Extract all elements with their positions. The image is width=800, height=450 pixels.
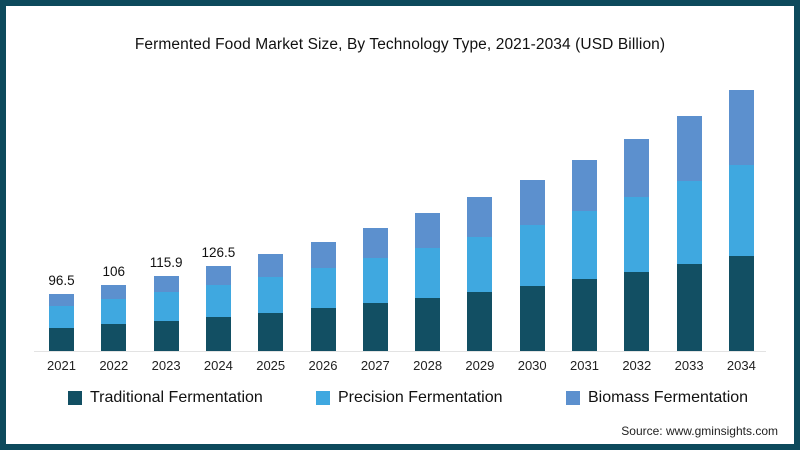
bar-segment-precision-2031 <box>572 211 597 280</box>
stacked-bar-2021 <box>49 294 74 351</box>
bar-segment-traditional-2024 <box>205 316 231 351</box>
bar-segment-precision-2032 <box>624 196 650 273</box>
bar-segment-traditional-2023 <box>153 320 179 351</box>
bar-segment-precision-2034 <box>728 164 754 257</box>
legend-label: Precision Fermentation <box>338 389 503 406</box>
bar-segment-traditional-2022 <box>101 324 127 351</box>
bar-segment-precision-2033 <box>676 181 702 265</box>
x-axis-line <box>34 351 766 352</box>
x-tick-2028: 2028 <box>413 358 443 373</box>
bar-segment-traditional-2034 <box>728 256 754 351</box>
stacked-bar-2025 <box>258 254 284 351</box>
stacked-bar-2023 <box>153 275 179 351</box>
legend-swatch-icon <box>566 391 580 405</box>
bar-segment-precision-2026 <box>310 268 336 309</box>
bar-segment-biomass-2034 <box>728 90 754 165</box>
bar-segment-biomass-2030 <box>519 179 545 225</box>
legend: Traditional Fermentation Precision Fermen… <box>6 389 794 409</box>
x-tick-2023: 2023 <box>151 358 181 373</box>
x-tick-2030: 2030 <box>517 358 547 373</box>
bar-segment-precision-2024 <box>205 285 231 317</box>
bar-segment-traditional-2029 <box>467 292 493 351</box>
legend-label: Traditional Fermentation <box>90 389 263 406</box>
stacked-bar-2034 <box>728 90 754 351</box>
bar-segment-biomass-2023 <box>153 275 179 293</box>
stacked-bar-2022 <box>101 285 127 351</box>
x-tick-2025: 2025 <box>256 358 286 373</box>
x-tick-2022: 2022 <box>99 358 129 373</box>
x-tick-2033: 2033 <box>674 358 704 373</box>
x-tick-2026: 2026 <box>308 358 338 373</box>
legend-item-traditional: Traditional Fermentation <box>68 389 263 407</box>
bar-segment-biomass-2021 <box>49 294 74 307</box>
stacked-bar-2026 <box>310 241 336 351</box>
bar-segment-biomass-2032 <box>624 138 650 197</box>
bar-segment-biomass-2029 <box>467 197 493 237</box>
chart-title: Fermented Food Market Size, By Technolog… <box>134 36 666 53</box>
data-label-2021: 96.5 <box>48 273 75 289</box>
x-tick-2032: 2032 <box>622 358 652 373</box>
bar-segment-traditional-2026 <box>310 308 336 351</box>
bar-segment-precision-2023 <box>153 292 179 321</box>
bar-segment-precision-2030 <box>519 224 545 287</box>
x-tick-2029: 2029 <box>465 358 495 373</box>
bar-segment-traditional-2033 <box>676 264 702 351</box>
bar-segment-biomass-2031 <box>572 160 597 212</box>
stacked-bar-2032 <box>624 138 650 351</box>
bar-segment-precision-2027 <box>362 258 388 304</box>
stacked-bar-2031 <box>572 160 597 351</box>
bar-segment-traditional-2031 <box>572 279 597 351</box>
legend-item-precision: Precision Fermentation <box>316 389 503 407</box>
bar-segment-traditional-2021 <box>49 327 74 351</box>
bar-segment-biomass-2024 <box>205 265 231 285</box>
bar-segment-biomass-2025 <box>258 254 284 277</box>
legend-label: Biomass Fermentation <box>588 389 749 406</box>
bar-segment-precision-2025 <box>258 276 284 313</box>
bar-segment-precision-2022 <box>101 299 127 325</box>
x-tick-2024: 2024 <box>203 358 233 373</box>
legend-swatch-icon <box>68 391 82 405</box>
data-label-2022: 106 <box>102 264 126 280</box>
bar-segment-biomass-2027 <box>362 228 388 259</box>
stacked-bar-2033 <box>676 115 702 351</box>
bar-segment-traditional-2028 <box>415 297 441 351</box>
bar-segment-traditional-2032 <box>624 272 650 351</box>
stacked-bar-2029 <box>467 197 493 351</box>
bar-segment-precision-2021 <box>49 306 74 328</box>
stacked-bar-2024 <box>205 265 231 351</box>
bar-segment-precision-2029 <box>467 236 493 293</box>
source-attribution: Source: www.gminsights.com <box>621 424 778 438</box>
legend-swatch-icon <box>316 391 330 405</box>
stacked-bar-2027 <box>362 228 388 351</box>
data-label-2023: 115.9 <box>149 254 183 270</box>
bar-segment-traditional-2025 <box>258 312 284 351</box>
x-tick-2034: 2034 <box>726 358 756 373</box>
x-tick-2021: 2021 <box>47 358 76 373</box>
bar-segment-traditional-2027 <box>362 303 388 351</box>
bar-segment-biomass-2033 <box>676 115 702 182</box>
bar-segment-biomass-2022 <box>101 285 127 300</box>
plot-area: 96.5 2021 106 2022 115.9 2023 126.5 2024 2025 202… <box>6 6 794 444</box>
bar-segment-biomass-2028 <box>415 213 441 248</box>
bar-segment-biomass-2026 <box>310 241 336 268</box>
x-tick-2027: 2027 <box>360 358 390 373</box>
data-label-2024: 126.5 <box>201 244 236 260</box>
bar-segment-precision-2028 <box>415 247 441 298</box>
bar-segment-traditional-2030 <box>519 286 545 351</box>
legend-item-biomass: Biomass Fermentation <box>566 389 748 407</box>
stacked-bar-2030 <box>519 179 545 351</box>
stacked-bar-2028 <box>415 213 441 351</box>
x-tick-2031: 2031 <box>570 358 599 373</box>
